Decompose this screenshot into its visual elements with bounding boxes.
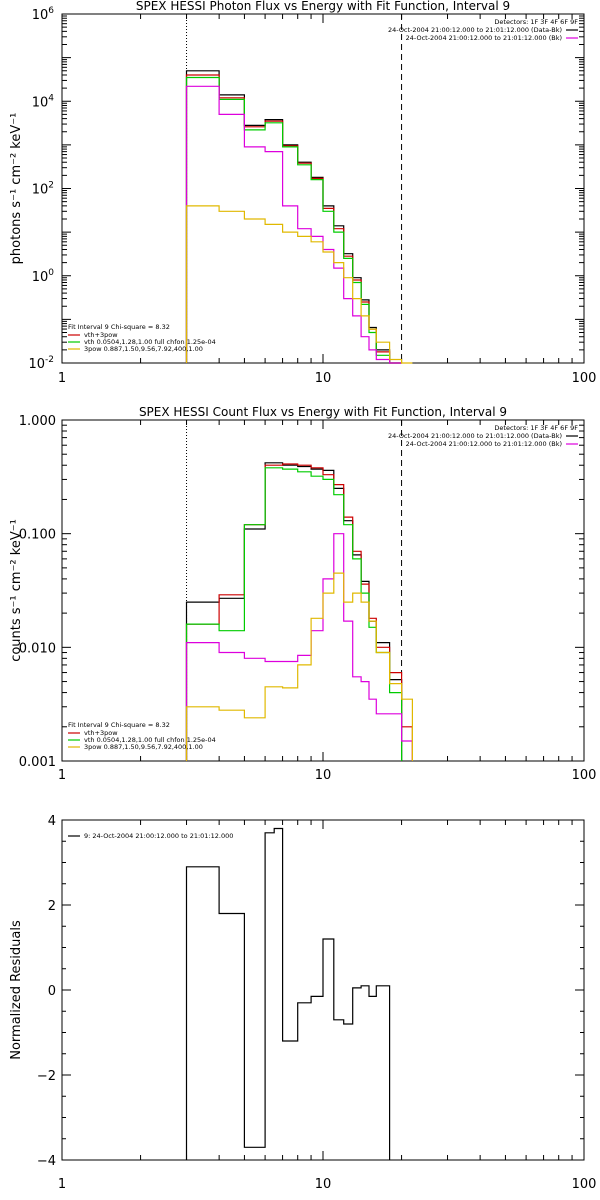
x-tick-label: 10 [315, 371, 332, 386]
y-tick-label: 2 [48, 899, 56, 914]
x-tick-label: 10 [315, 768, 332, 783]
legend-entry-label: vth 0.0504,1.28,1.00 full chfon 1.25e-04 [84, 338, 216, 346]
series-fit_total-line [185, 463, 413, 761]
x-tick-label: 100 [572, 1177, 597, 1192]
detector-header-text: 24-Oct-2004 21:00:12.000 to 21:01:12.000… [388, 432, 562, 440]
y-tick-label: 104 [32, 93, 55, 110]
y-tick-label: 1.000 [19, 414, 56, 429]
x-tick-label: 1 [58, 371, 66, 386]
legend-entry-label: vth+3pow [84, 729, 118, 737]
detector-header-text: 24-Oct-2004 21:00:12.000 to 21:01:12.000… [406, 440, 562, 448]
y-tick-label: 0.100 [19, 528, 56, 543]
residuals-chart: 1 10 100 −4 −2 0 2 4 Normalized Residuals 9: 24-O… [9, 814, 597, 1192]
y-tick-label: 10-2 [28, 355, 54, 372]
series-background-line [185, 572, 413, 761]
count-flux-chart: SPEX HESSI Count Flux vs Energy with Fit… [9, 405, 597, 783]
series-data-line [185, 827, 391, 1160]
series-background-line [185, 205, 413, 364]
legend-entry-label: 3pow 0.887,1.50,9.56,7.92,400,1.00 [84, 743, 203, 751]
series-power_law-line [185, 533, 413, 761]
series-thermal-line [185, 467, 403, 761]
legend-entry-label: vth 0.0504,1.28,1.00 full chfon 1.25e-04 [84, 736, 216, 744]
y-tick-label: 106 [32, 6, 55, 23]
detector-header-text: 24-Oct-2004 21:00:12.000 to 21:01:12.000… [388, 26, 562, 34]
x-tick-label: 100 [572, 371, 597, 386]
y-tick-label: 102 [32, 181, 54, 198]
legend-title: Fit Interval 9 Chi-square = 8.32 [68, 323, 170, 331]
y-axis-label: counts s⁻¹ cm⁻² keV⁻¹ [9, 519, 24, 662]
detector-header-text: Detectors: 1F 3F 4F 6F 9F [494, 18, 578, 26]
y-tick-label: 0.001 [19, 755, 56, 770]
y-tick-label: 100 [32, 268, 55, 285]
y-tick-label: −4 [37, 1154, 56, 1169]
y-axis-label: Normalized Residuals [9, 920, 24, 1060]
x-tick-label: 1 [58, 1177, 66, 1192]
legend-title: Fit Interval 9 Chi-square = 8.32 [68, 721, 170, 729]
detector-header-text: Detectors: 1F 3F 4F 6F 9F [494, 424, 578, 432]
y-tick-label: −2 [37, 1069, 56, 1084]
y-tick-label: 0.010 [19, 641, 56, 656]
y-tick-label: 0 [48, 984, 56, 999]
chart-title: SPEX HESSI Photon Flux vs Energy with Fi… [136, 0, 510, 13]
x-tick-label: 10 [315, 1177, 332, 1192]
chart-title: SPEX HESSI Count Flux vs Energy with Fit… [139, 405, 507, 419]
legend-entry-label: 9: 24-Oct-2004 21:00:12.000 to 21:01:12.… [84, 832, 233, 840]
x-tick-label: 100 [572, 768, 597, 783]
detector-header-text: 24-Oct-2004 21:00:12.000 to 21:01:12.000… [406, 34, 562, 42]
legend-entry-label: vth+3pow [84, 331, 118, 339]
x-tick-label: 1 [58, 768, 66, 783]
y-tick-label: 4 [48, 814, 56, 829]
legend-entry-label: 3pow 0.887,1.50,9.56,7.92,400,1.00 [84, 345, 203, 353]
photon-flux-chart: SPEX HESSI Photon Flux vs Energy with Fi… [9, 0, 597, 386]
y-axis-label: photons s⁻¹ cm⁻² keV⁻¹ [9, 113, 24, 265]
